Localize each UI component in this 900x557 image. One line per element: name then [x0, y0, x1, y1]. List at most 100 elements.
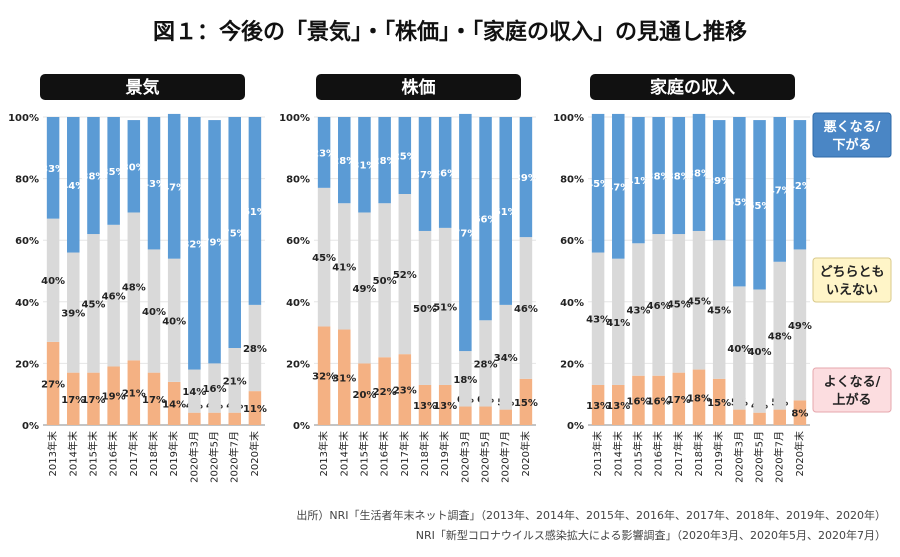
data-label-good: 16% [626, 396, 650, 407]
data-label-good: 13% [606, 401, 630, 412]
bar-segment-good [479, 406, 492, 425]
y-tick-label: 20% [15, 359, 39, 370]
bar-segment-bad [398, 117, 412, 194]
data-label-good: 15% [514, 398, 538, 409]
bar-segment-bad [632, 117, 645, 244]
data-label-bad: 36% [433, 168, 457, 179]
x-tick-label: 2016年末 [378, 431, 391, 476]
bar-segment-bad [652, 117, 665, 235]
x-tick-label: 2015年末 [357, 431, 370, 476]
data-label-neutral: 39% [61, 309, 85, 320]
data-label-neutral: 45% [707, 306, 731, 317]
bar-segment-neutral [692, 230, 706, 370]
bar-segment-good [793, 400, 807, 425]
x-tick-label: 2020年3月 [732, 431, 745, 483]
bar-segment-bad [672, 117, 686, 235]
data-label-good: 15% [707, 398, 731, 409]
bar-segment-bad [338, 117, 351, 204]
bar-segment-bad [773, 117, 786, 262]
x-tick-label: 2013年末 [46, 431, 59, 476]
x-tick-label: 2016年末 [107, 431, 120, 476]
bar-segment-good [632, 375, 645, 425]
bar-segment-good [652, 375, 665, 425]
y-tick-label: 40% [15, 298, 39, 309]
data-label-bad: 38% [647, 172, 671, 183]
data-label-good: 14% [162, 399, 186, 410]
data-label-good: 13% [413, 401, 437, 412]
bar-segment-good [612, 384, 625, 425]
x-tick-label: 2017年末 [398, 431, 411, 476]
data-label-neutral: 40% [41, 276, 65, 287]
bar-segment-good [107, 366, 120, 425]
bar-segment-good [87, 372, 100, 425]
source-note-1: 出所）NRI「生活者年末ネット調査」（2013年、2014年、2015年、201… [296, 509, 886, 522]
data-label-bad: 38% [81, 172, 105, 183]
legend-label-good: 上がる [832, 392, 871, 408]
data-label-neutral: 28% [243, 344, 267, 355]
data-label-neutral: 40% [142, 307, 166, 318]
bar-segment-neutral [228, 348, 241, 413]
bar-segment-neutral [127, 212, 141, 361]
x-tick-label: 2019年末 [438, 431, 451, 476]
legend-label-good: よくなる/ [824, 375, 881, 390]
data-label-bad: 39% [707, 176, 731, 187]
x-tick-label: 2013年末 [317, 431, 330, 476]
panel-title-bg [590, 74, 795, 100]
bar-segment-bad [499, 117, 512, 305]
bar-segment-good [378, 357, 391, 425]
bar-segment-bad [127, 120, 141, 213]
data-label-neutral: 45% [687, 296, 711, 307]
data-label-good: 22% [373, 387, 397, 398]
data-label-neutral: 45% [81, 299, 105, 310]
bar-segment-bad [167, 113, 181, 259]
y-tick-label: 100% [279, 113, 310, 124]
bar-segment-good [208, 412, 221, 425]
data-label-neutral: 43% [586, 315, 610, 326]
y-tick-label: 80% [286, 175, 310, 186]
bar-segment-neutral [147, 249, 161, 373]
bar-segment-neutral [712, 240, 726, 379]
data-label-neutral: 48% [122, 282, 146, 293]
data-label-bad: 28% [373, 156, 397, 167]
data-label-bad: 77% [453, 229, 477, 240]
data-label-good: 17% [81, 395, 105, 406]
bar-segment-good [753, 412, 766, 425]
bar-segment-bad [438, 117, 452, 228]
chart-panel-3: 家庭の収入 0% 20% 40% 60% 80% 100% 13% 43% 45% 2013年末 13… [553, 74, 812, 483]
bar-segment-good [338, 329, 351, 425]
x-tick-label: 2019年末 [167, 431, 180, 476]
bar-segment-bad [418, 117, 432, 231]
data-label-bad: 79% [203, 238, 227, 249]
data-label-neutral: 40% [748, 347, 772, 358]
data-label-neutral: 28% [474, 359, 498, 370]
page-title: 図１：今後の「景気」・「株価」・「家庭の収入」の見通し推移 [152, 20, 747, 45]
data-label-good: 11% [243, 404, 267, 415]
bar-segment-good [398, 354, 412, 425]
bar-segment-good [46, 341, 60, 425]
bar-segment-good [499, 409, 512, 425]
legend-box-bad [812, 112, 892, 158]
data-label-neutral: 41% [606, 318, 630, 329]
bar-segment-good [167, 381, 181, 425]
bar-segment-good [358, 363, 371, 425]
data-label-good: 32% [312, 372, 336, 383]
bar-segment-neutral [378, 203, 391, 358]
y-tick-label: 0% [293, 421, 310, 432]
y-tick-label: 40% [560, 298, 584, 309]
bar-segment-neutral [652, 234, 665, 376]
x-tick-label: 2018年末 [418, 431, 431, 476]
data-label-neutral: 45% [667, 299, 691, 310]
data-label-neutral: 41% [332, 262, 356, 273]
bar-segment-bad [228, 117, 241, 348]
data-label-bad: 61% [243, 207, 267, 218]
data-label-neutral: 49% [352, 284, 376, 295]
x-tick-label: 2015年末 [86, 431, 99, 476]
bar-segment-neutral [499, 304, 512, 410]
data-label-neutral: 48% [768, 332, 792, 343]
y-tick-label: 40% [286, 298, 310, 309]
data-label-bad: 30% [122, 162, 146, 173]
data-label-neutral: 16% [203, 384, 227, 395]
data-label-neutral: 50% [373, 276, 397, 287]
x-tick-label: 2020年7月 [773, 431, 786, 483]
bar-segment-good [317, 326, 331, 425]
